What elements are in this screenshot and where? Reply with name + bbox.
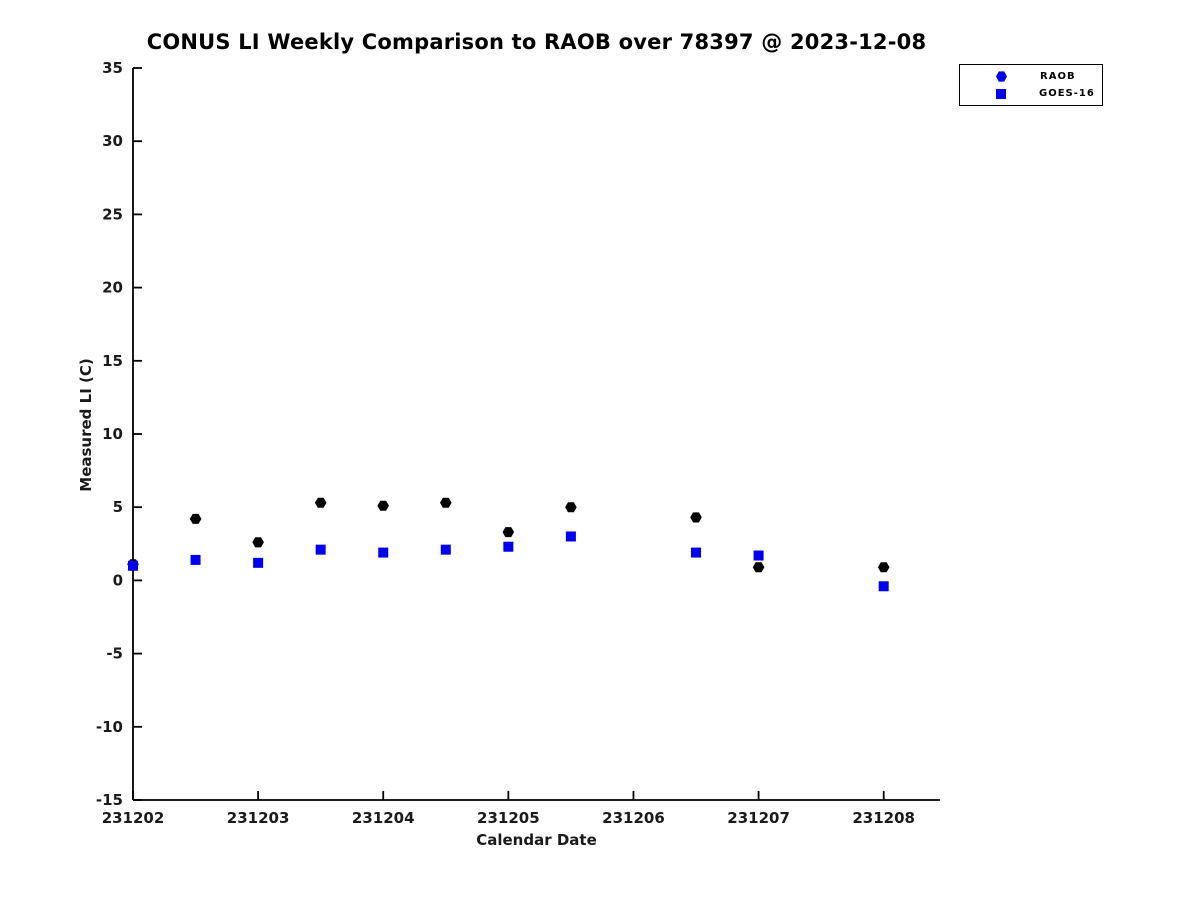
goes-16-legend-label: GOES-16 xyxy=(1039,88,1095,99)
raob-marker xyxy=(377,500,389,511)
y-tick-label: -5 xyxy=(106,645,123,663)
goes-16-marker xyxy=(190,554,201,565)
raob-legend-marker-icon xyxy=(996,71,1007,82)
goes-16-legend-marker-icon xyxy=(996,88,1006,99)
x-tick-label: 231204 xyxy=(352,809,415,827)
raob-marker xyxy=(690,512,702,523)
raob-marker xyxy=(565,502,577,513)
x-tick-label: 231206 xyxy=(602,809,665,827)
x-tick-label: 231205 xyxy=(477,809,540,827)
x-axis-label: Calendar Date xyxy=(476,831,597,849)
raob-marker xyxy=(502,527,515,538)
y-tick-label: 10 xyxy=(102,425,123,443)
goes-16-marker xyxy=(753,550,764,561)
goes-16-marker xyxy=(315,544,326,555)
goes-16-marker xyxy=(378,547,389,558)
y-tick-label: 35 xyxy=(102,59,123,77)
raob-marker xyxy=(314,497,327,508)
y-axis-label: Measured LI (C) xyxy=(77,358,95,492)
x-tick-label: 231207 xyxy=(727,809,790,827)
goes-16-marker xyxy=(503,541,514,552)
y-tick-label: 15 xyxy=(102,352,123,370)
y-tick-label: 30 xyxy=(102,132,123,150)
y-tick-label: 0 xyxy=(113,571,123,589)
raob-marker xyxy=(252,537,264,548)
y-tick-label: -15 xyxy=(96,791,123,809)
chart-title: CONUS LI Weekly Comparison to RAOB over … xyxy=(146,30,927,54)
x-tick-label: 231203 xyxy=(227,809,290,827)
goes-16-marker xyxy=(691,547,702,558)
y-tick-label: 25 xyxy=(102,205,123,223)
raob-marker xyxy=(189,513,202,524)
goes-16-marker xyxy=(440,544,451,555)
x-tick-label: 231202 xyxy=(102,809,165,827)
raob-marker xyxy=(440,497,452,508)
y-tick-label: -10 xyxy=(96,718,123,736)
goes-16-marker xyxy=(253,557,264,568)
legend-row-goes16: GOES-16 xyxy=(960,87,1102,101)
raob-marker xyxy=(752,562,765,573)
goes-16-marker xyxy=(128,560,138,571)
y-tick-label: 5 xyxy=(113,498,123,516)
x-tick-label: 231208 xyxy=(852,809,915,827)
legend-box: RAOB GOES-16 xyxy=(959,64,1103,106)
raob-legend-label: RAOB xyxy=(1040,71,1076,82)
raob-marker xyxy=(877,562,890,573)
goes-16-marker xyxy=(565,531,576,542)
y-tick-label: 20 xyxy=(102,279,123,297)
goes-16-marker xyxy=(878,581,889,592)
legend-row-raob: RAOB xyxy=(960,70,1102,84)
